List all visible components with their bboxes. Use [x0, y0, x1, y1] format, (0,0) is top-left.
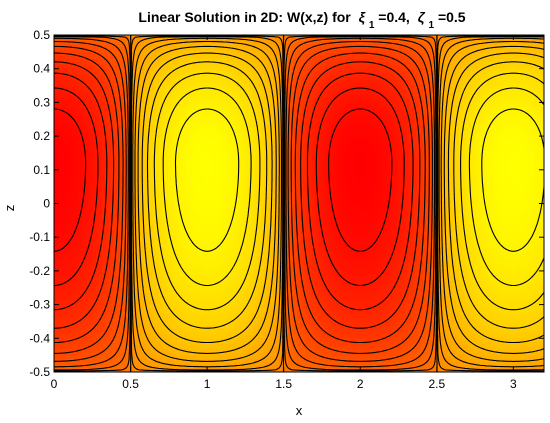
contour-line — [137, 45, 544, 354]
y-tick-label: -0.3 — [29, 298, 50, 312]
y-tick-label: 0.5 — [33, 28, 50, 42]
contour-line — [153, 72, 544, 311]
x-tick-label: 1.5 — [275, 377, 292, 391]
contour-line — [54, 40, 433, 362]
contour-line — [54, 87, 405, 287]
x-tick-label: 1 — [204, 377, 211, 391]
y-tick-label: 0.4 — [33, 62, 50, 76]
x-tick-label: 2.5 — [428, 377, 445, 391]
y-axis-label: z — [2, 205, 17, 212]
x-tick-label: 0 — [51, 377, 58, 391]
plot-area — [53, 34, 545, 373]
title-xi-symbol: ξ — [359, 9, 366, 25]
x-tick-label: 3 — [510, 377, 517, 391]
contour-line — [54, 52, 426, 344]
y-tick-label: -0.2 — [29, 264, 50, 278]
x-tick-label: 0.5 — [122, 377, 139, 391]
contour-line — [174, 108, 544, 252]
contour-line — [134, 40, 544, 362]
contour-line — [54, 37, 436, 368]
contour-line — [162, 87, 544, 287]
contour-line — [54, 45, 430, 354]
y-tick-label: -0.4 — [29, 331, 50, 345]
y-tick-label: 0.2 — [33, 129, 50, 143]
contour-line — [130, 36, 544, 371]
title-zeta-symbol: ζ — [418, 9, 426, 25]
chart-title: Linear Solution in 2D: W(x,z) for ξ 1 =0… — [138, 9, 465, 31]
contour-line — [54, 72, 414, 311]
y-tick-label: -0.1 — [29, 230, 50, 244]
x-axis-ticks: 0 0.5 1 1.5 2 2.5 3 — [51, 35, 517, 391]
title-zeta-subscript: 1 — [428, 20, 434, 31]
y-axis-ticks: -0.5 -0.4 -0.3 -0.2 -0.1 0 0.1 0.2 0.3 0.4 0.5 — [29, 28, 544, 379]
title-xi-value: =0.4, — [378, 9, 410, 25]
y-tick-label: 0 — [43, 197, 50, 211]
title-zeta-value: =0.5 — [438, 9, 466, 25]
contour-lines — [54, 35, 544, 372]
color-fill — [54, 35, 544, 372]
contour-line — [132, 37, 544, 368]
contour-line — [54, 61, 421, 329]
y-tick-label: 0.1 — [33, 163, 50, 177]
contour-line — [54, 108, 393, 252]
title-prefix: Linear Solution in 2D: W(x,z) for — [138, 9, 354, 25]
x-axis-label: x — [296, 403, 303, 418]
x-tick-label: 2 — [357, 377, 364, 391]
title-xi-subscript: 1 — [369, 20, 375, 31]
contour-line — [146, 61, 544, 329]
y-tick-label: 0.3 — [33, 95, 50, 109]
y-tick-label: -0.5 — [29, 365, 50, 379]
contour-line — [141, 52, 544, 344]
contour-line — [54, 36, 437, 371]
